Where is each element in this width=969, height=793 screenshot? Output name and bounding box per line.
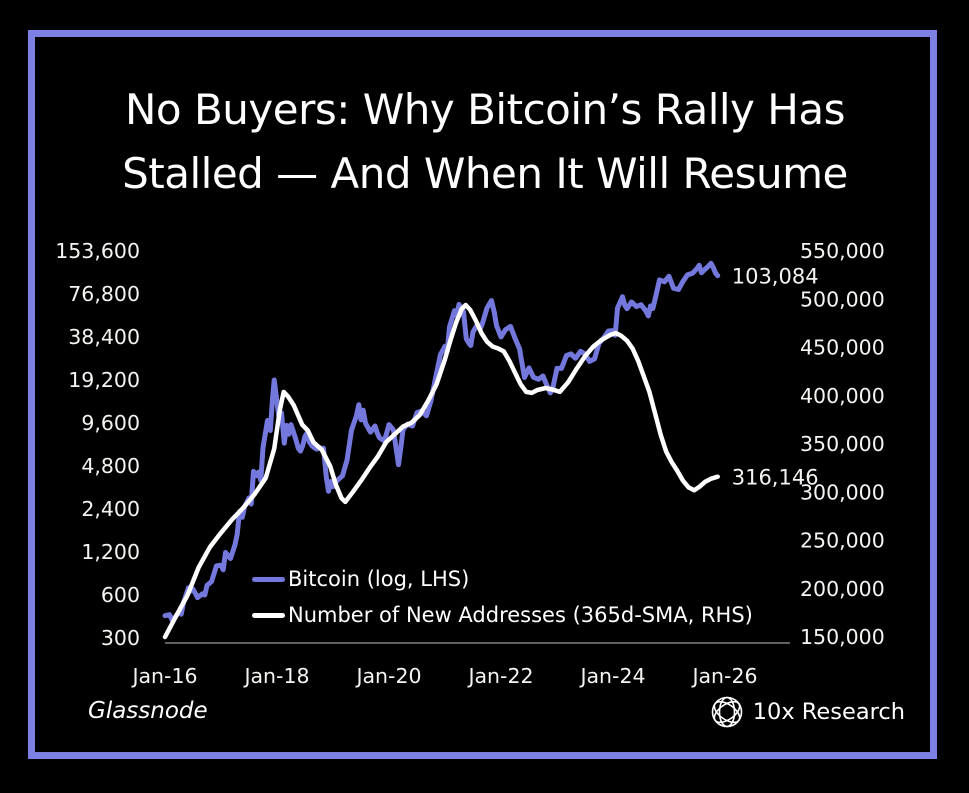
right-axis-tick: 550,000 — [800, 239, 885, 263]
legend-item-addresses: Number of New Addresses (365d-SMA, RHS) — [252, 597, 753, 633]
x-axis-tick: Jan-18 — [242, 664, 309, 688]
x-axis-tick: Jan-22 — [466, 664, 533, 688]
legend-item-bitcoin: Bitcoin (log, LHS) — [252, 561, 753, 597]
right-axis-tick: 150,000 — [800, 625, 885, 649]
addresses-last-value-label: 316,146 — [732, 466, 819, 490]
legend-label-bitcoin: Bitcoin (log, LHS) — [288, 567, 470, 591]
right-axis-tick: 400,000 — [800, 384, 885, 408]
x-axis-tick: Jan-24 — [578, 664, 645, 688]
legend-label-addresses: Number of New Addresses (365d-SMA, RHS) — [288, 603, 753, 627]
left-axis-tick: 153,600 — [55, 239, 140, 263]
border-frame — [28, 30, 937, 759]
right-axis-tick: 200,000 — [800, 577, 885, 601]
title-line-1: No Buyers: Why Bitcoin’s Rally Has — [125, 85, 845, 134]
right-axis-tick: 350,000 — [800, 432, 885, 456]
x-axis-tick: Jan-20 — [354, 664, 421, 688]
left-axis-tick: 600 — [101, 583, 140, 607]
x-axis-tick: Jan-26 — [690, 664, 757, 688]
left-axis-tick: 9,600 — [81, 411, 140, 435]
right-axis-tick: 500,000 — [800, 287, 885, 311]
addresses-line-swatch — [252, 612, 285, 618]
right-axis-tick: 300,000 — [800, 480, 885, 504]
left-axis-tick: 38,400 — [68, 325, 140, 349]
page-title: No Buyers: Why Bitcoin’s Rally Has Stall… — [45, 78, 925, 206]
bitcoin-last-value-label: 103,084 — [732, 265, 819, 289]
globe-lattice-icon — [711, 696, 742, 728]
bitcoin-line-swatch — [252, 576, 285, 582]
x-axis-tick: Jan-16 — [130, 664, 197, 688]
left-axis-tick: 1,200 — [81, 540, 140, 564]
brand-name: 10x Research — [752, 699, 905, 725]
left-axis-tick: 300 — [101, 626, 140, 650]
brand-mark: 10x Research — [709, 694, 905, 730]
left-axis-tick: 4,800 — [81, 454, 140, 478]
left-axis-tick: 2,400 — [81, 497, 140, 521]
data-source-label: Glassnode — [88, 698, 208, 724]
left-axis-tick: 19,200 — [68, 368, 140, 392]
new-addresses-line — [162, 302, 720, 640]
left-axis-tick: 76,800 — [68, 282, 140, 306]
chart-legend: Bitcoin (log, LHS) Number of New Address… — [252, 561, 753, 633]
right-axis-tick: 450,000 — [800, 336, 885, 360]
right-axis-tick: 250,000 — [800, 529, 885, 553]
title-line-2: Stalled — And When It Will Resume — [122, 149, 848, 198]
